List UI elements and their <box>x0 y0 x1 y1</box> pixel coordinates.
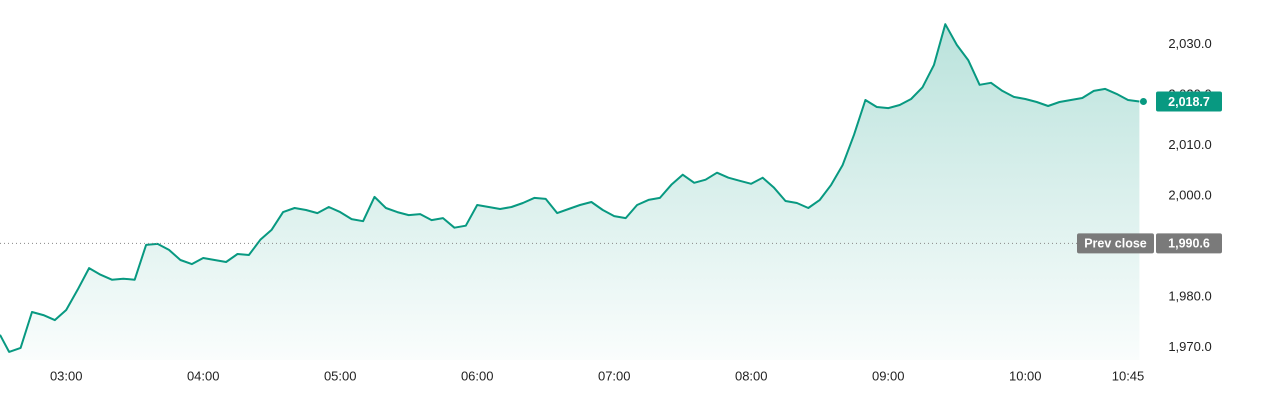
y-tick-label: 1,970.0 <box>1168 339 1211 354</box>
x-tick-label: 10:00 <box>1009 368 1042 383</box>
last-price-tag <box>1156 91 1222 112</box>
x-tick-label: 03:00 <box>50 368 83 383</box>
y-tick-label: 2,010.0 <box>1168 137 1211 152</box>
prev-close-value-tag <box>1156 233 1222 254</box>
x-tick-label: 07:00 <box>598 368 631 383</box>
y-tick-label: 2,030.0 <box>1168 36 1211 51</box>
y-tick-label: 1,980.0 <box>1168 288 1211 303</box>
x-tick-label: 04:00 <box>187 368 220 383</box>
x-tick-label: 05:00 <box>324 368 357 383</box>
last-price-value: 2,018.7 <box>1168 95 1210 109</box>
x-tick-label: 09:00 <box>872 368 905 383</box>
price-line <box>0 23 1140 353</box>
x-tick-label: 08:00 <box>735 368 768 383</box>
prev-close-text: Prev close <box>1084 237 1147 251</box>
area-fill <box>0 24 1140 360</box>
y-tick-label: 2,000.0 <box>1168 187 1211 202</box>
x-tick-label: 06:00 <box>461 368 494 383</box>
x-tick-label: 10:45 <box>1112 368 1145 383</box>
prev-close-value: 1,990.6 <box>1168 237 1210 251</box>
last-price-dot <box>1139 97 1147 105</box>
prev-close-tag <box>1077 233 1154 254</box>
